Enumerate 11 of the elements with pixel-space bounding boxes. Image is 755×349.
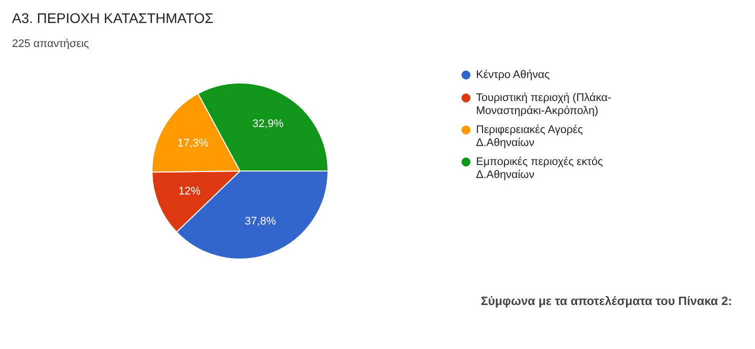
text: 225 απαντήσεις xyxy=(12,38,89,50)
legend-label: Κέντρο Αθήνας xyxy=(476,69,550,81)
data-label: 12% xyxy=(178,186,201,198)
data-label: 32,9% xyxy=(252,118,284,130)
data-label: 37,8% xyxy=(244,216,276,228)
data-label: 17,3% xyxy=(177,137,209,150)
legend-label: Περιφερειακές Αγορές Δ.Αθηναίων xyxy=(476,124,583,149)
legend-label: Εμπορικές περιοχές εκτός Δ.Αθηναίων xyxy=(476,156,603,181)
chart-title: Α3. ΠΕΡΙΟΧΗ ΚΑΤΑΣΤΗΜΑΤΟΣ xyxy=(12,10,214,26)
legend-label: Τουριστική περιοχή (Πλάκα-Μοναστηράκι-Ακρόπολη) xyxy=(476,92,612,117)
text: Σύμφωνα με τα αποτελέσματα του Πίνακα 2: xyxy=(480,294,732,308)
